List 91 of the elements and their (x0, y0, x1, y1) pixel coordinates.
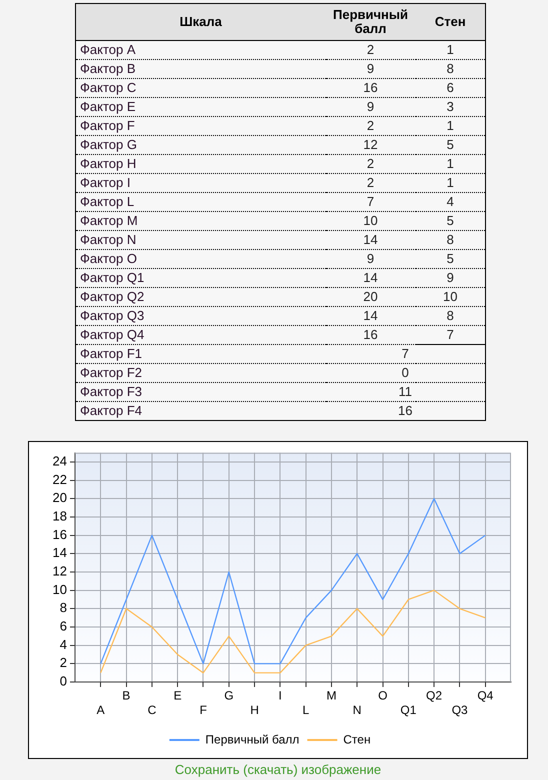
data-label: 14 (326, 230, 416, 250)
category-label: Фактор Q1 (76, 268, 326, 288)
x-tick-label: Q2 (426, 688, 442, 703)
text: Стен (416, 4, 486, 40)
data-label: 20 (326, 288, 416, 306)
category-label: Фактор H (76, 154, 326, 174)
y-tick-label: 10 (52, 582, 67, 597)
data-label: 2 (326, 174, 416, 192)
data-label: 7 (326, 344, 486, 364)
category-label: Фактор F3 (76, 382, 326, 402)
data-label: 14 (326, 306, 416, 326)
legend-label: Стен (343, 732, 371, 746)
data-label: 1 (416, 40, 486, 60)
data-label: 10 (326, 212, 416, 230)
data-label: 1 (416, 154, 486, 174)
category-label: Фактор B (76, 60, 326, 78)
x-tick-label: M (326, 688, 336, 703)
data-label: 1 (416, 116, 486, 136)
data-label: 7 (416, 326, 486, 344)
data-label: 16 (326, 402, 486, 420)
x-tick-label: Q3 (452, 702, 468, 717)
data-label: 4 (416, 192, 486, 212)
category-label: Фактор G (76, 136, 326, 154)
data-label: 9 (326, 98, 416, 116)
category-label: Фактор Q3 (76, 306, 326, 326)
x-tick-label: F (200, 702, 207, 717)
series-label: Первичный балл (326, 4, 416, 40)
category-label: Фактор F4 (76, 402, 326, 420)
data-label: 8 (416, 60, 486, 78)
y-tick-label: 18 (52, 508, 67, 524)
category-label: Фактор A (76, 40, 326, 60)
x-tick-label: L (302, 702, 310, 717)
x-tick-label: A (96, 702, 105, 717)
y-tick-label: 22 (52, 472, 67, 487)
x-tick-label: E (174, 688, 182, 703)
y-tick-label: 2 (60, 655, 67, 670)
data-label: 16 (326, 326, 416, 344)
x-tick-label: O (378, 688, 388, 703)
data-label: 3 (416, 98, 486, 116)
y-tick-label: 14 (52, 545, 67, 560)
category-label: Фактор F2 (76, 364, 326, 382)
data-label: 7 (326, 192, 416, 212)
data-label: 5 (416, 250, 486, 268)
data-label: 5 (416, 136, 486, 154)
category-label: Фактор C (76, 78, 326, 98)
data-label: 0 (326, 364, 486, 382)
data-label: 5 (416, 212, 486, 230)
y-tick-label: 6 (60, 618, 67, 634)
category-label: Фактор Q4 (76, 326, 326, 344)
data-label: 2 (326, 154, 416, 174)
x-tick-label: C (148, 702, 157, 717)
y-tick-label: 4 (60, 636, 67, 652)
category-label: Фактор L (76, 192, 326, 212)
y-tick-label: 8 (60, 600, 67, 616)
category-label: Фактор F (76, 116, 326, 136)
data-label: 10 (416, 288, 486, 306)
data-label: 8 (416, 306, 486, 326)
y-tick-label: 0 (60, 674, 67, 689)
data-label: 8 (416, 230, 486, 250)
y-tick-label: 24 (52, 454, 67, 469)
y-tick-label: 12 (52, 564, 67, 579)
y-tick-label: 16 (52, 526, 67, 542)
x-tick-label: G (224, 688, 234, 703)
y-tick-label: 20 (52, 490, 67, 506)
category-label: Фактор Q2 (76, 288, 326, 306)
x-tick-label: Q1 (400, 702, 417, 717)
data-label: 11 (326, 382, 486, 402)
data-label: 12 (326, 136, 416, 154)
category-label: Фактор M (76, 212, 326, 230)
x-tick-label: B (122, 688, 130, 703)
data-label: 14 (326, 268, 416, 288)
x-tick-label: N (352, 702, 362, 717)
x-tick-label: H (250, 702, 259, 717)
data-label: 2 (326, 116, 416, 136)
category-label: Фактор E (76, 98, 326, 116)
x-tick-label: I (278, 688, 282, 703)
data-label: 9 (326, 60, 416, 78)
data-label: 6 (416, 78, 486, 98)
data-label: 9 (416, 268, 486, 288)
text: Шкала (76, 4, 326, 40)
data-label: 16 (326, 78, 416, 98)
legend-label: Первичный балл (205, 732, 300, 746)
category-label: Фактор F1 (76, 344, 326, 364)
text: Сохранить (скачать) изображение (174, 762, 382, 777)
data-label: 2 (326, 40, 416, 60)
category-label: Фактор N (76, 230, 326, 250)
category-label: Фактор O (76, 250, 326, 268)
data-label: 1 (416, 174, 486, 192)
data-label: 9 (326, 250, 416, 268)
category-label: Фактор I (76, 174, 326, 192)
x-tick-label: Q4 (477, 688, 494, 703)
